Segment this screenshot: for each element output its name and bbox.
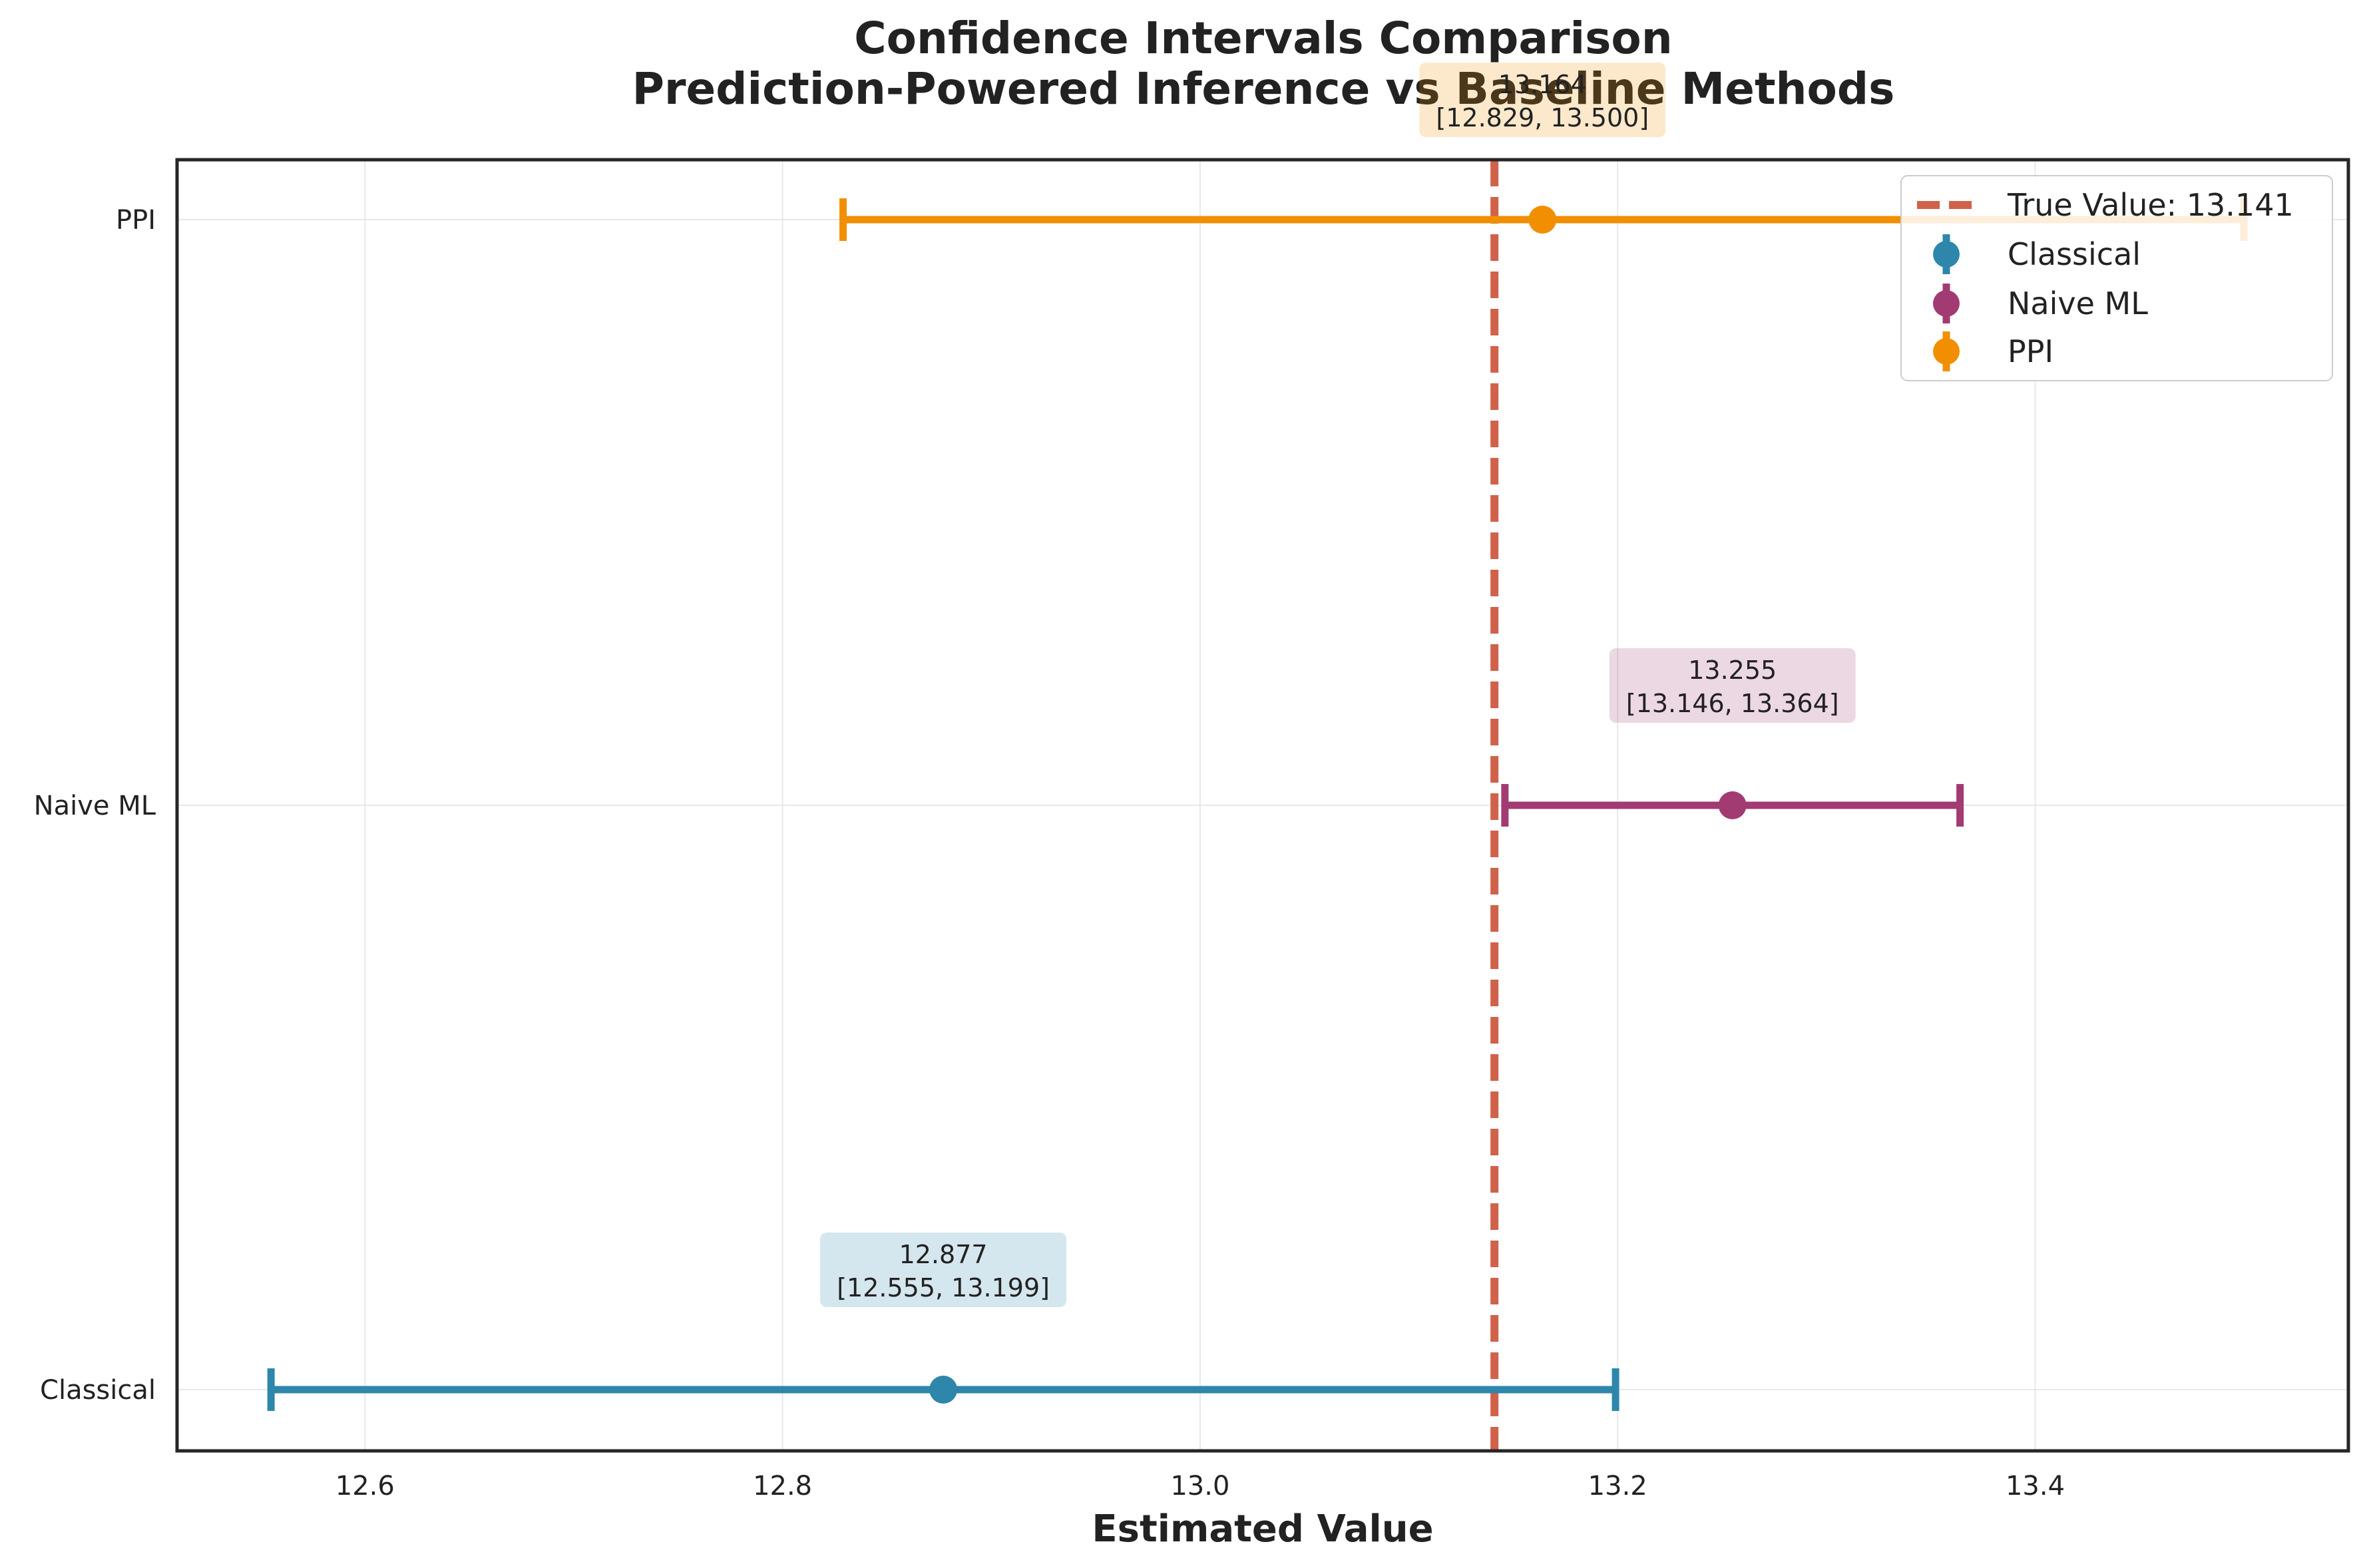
legend-handle-point bbox=[1933, 241, 1960, 268]
annotations: 12.877 [12.555, 13.199] 13.255 [13.146, 13.… bbox=[820, 63, 1856, 1307]
x-tick-label: 12.8 bbox=[753, 1471, 812, 1501]
chart-title: Confidence Intervals Comparison bbox=[854, 13, 1673, 64]
y-axis-ticks: Classical Naive ML PPI bbox=[34, 205, 156, 1406]
legend: True Value: 13.141 Classical Naive ML PPI bbox=[1900, 175, 2333, 381]
annotation-interval: [13.146, 13.364] bbox=[1626, 689, 1839, 718]
annotation-estimate: 13.255 bbox=[1688, 656, 1777, 685]
annotation-ppi: 13.164 [12.829, 13.500] bbox=[1419, 63, 1666, 137]
x-tick-label: 13.2 bbox=[1588, 1471, 1647, 1501]
estimate-point bbox=[1718, 791, 1747, 819]
annotation-interval: [12.555, 13.199] bbox=[837, 1273, 1050, 1302]
legend-label-true-value: True Value: 13.141 bbox=[2007, 187, 2294, 223]
y-tick-label: Naive ML bbox=[34, 791, 156, 821]
plot-frame bbox=[175, 158, 2350, 1453]
x-tick-label: 13.4 bbox=[2006, 1471, 2065, 1501]
estimate-point bbox=[1528, 206, 1557, 234]
x-tick-label: 12.6 bbox=[335, 1471, 395, 1501]
annotation-box bbox=[1419, 63, 1666, 137]
legend-label: PPI bbox=[2008, 333, 2053, 369]
legend-box bbox=[1900, 175, 2333, 381]
y-tick-label: PPI bbox=[116, 205, 156, 236]
legend-handle-point bbox=[1933, 338, 1960, 365]
x-axis-ticks: 12.6 12.8 13.0 13.2 13.4 bbox=[335, 1471, 2065, 1501]
annotation-estimate: 12.877 bbox=[899, 1240, 988, 1269]
estimate-point bbox=[929, 1376, 958, 1404]
legend-label: Naive ML bbox=[2008, 286, 2148, 321]
annotation-box bbox=[1609, 648, 1856, 723]
errorbar-naive-ml bbox=[1501, 784, 1964, 827]
x-tick-label: 13.0 bbox=[1170, 1471, 1229, 1501]
annotation-estimate: 13.164 bbox=[1498, 70, 1587, 99]
annotation-interval: [12.829, 13.500] bbox=[1436, 103, 1649, 132]
x-axis-label: Estimated Value bbox=[1092, 1507, 1433, 1551]
chart-subtitle: Prediction-Powered Inference vs Baseline… bbox=[632, 63, 1895, 114]
annotation-classical: 12.877 [12.555, 13.199] bbox=[820, 1233, 1067, 1307]
annotation-naive-ml: 13.255 [13.146, 13.364] bbox=[1609, 648, 1856, 723]
annotation-box bbox=[820, 1233, 1067, 1307]
errorbar-classical bbox=[267, 1368, 1619, 1411]
legend-label: Classical bbox=[2008, 236, 2141, 272]
y-tick-label: Classical bbox=[40, 1375, 156, 1406]
legend-handle-point bbox=[1933, 290, 1960, 317]
